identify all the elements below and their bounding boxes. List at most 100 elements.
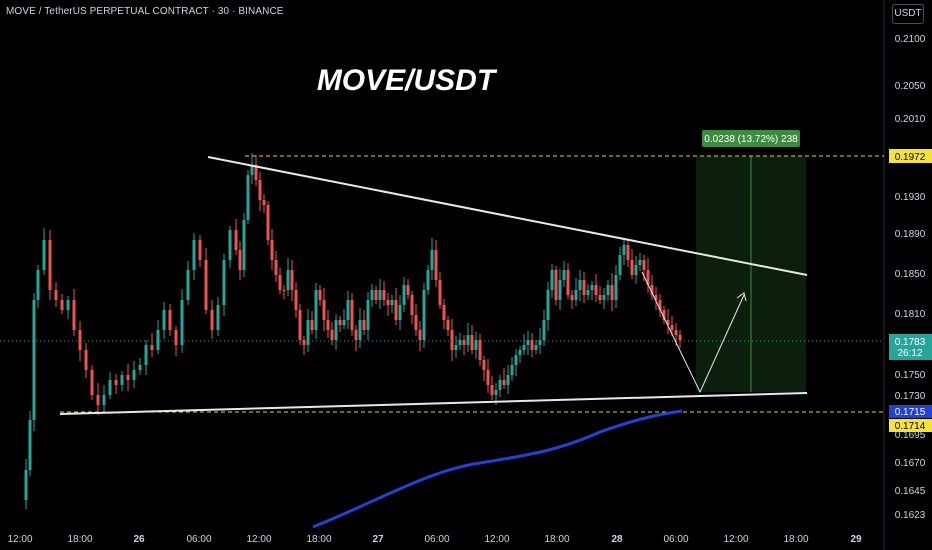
candle-body	[446, 320, 450, 330]
price-tick-label: 0.1890	[895, 229, 926, 240]
upper-trendline	[207, 156, 808, 276]
price-tick-label: 0.1930	[895, 192, 926, 203]
candle-body	[566, 270, 570, 295]
candle-body	[486, 370, 490, 385]
candle-body	[574, 290, 578, 300]
candle-body	[502, 380, 506, 385]
candle-body	[72, 300, 76, 330]
candle-body	[394, 300, 398, 320]
candle-body	[270, 240, 274, 260]
price-tick-label: 0.2100	[895, 34, 926, 45]
time-tick-label: 27	[372, 534, 384, 545]
candle-body	[458, 340, 462, 345]
candle-body	[54, 290, 58, 300]
candle-body	[674, 330, 678, 335]
candle-body	[642, 260, 646, 270]
time-tick-label: 06:00	[186, 534, 211, 545]
candle-body	[36, 270, 40, 300]
candle-body	[234, 230, 238, 250]
candle-body	[28, 420, 32, 470]
candle-body	[138, 365, 142, 370]
candle-body	[238, 250, 242, 270]
candle-body	[442, 305, 446, 320]
candle-body	[478, 340, 482, 360]
candle-body	[108, 380, 112, 395]
candle-body	[414, 315, 418, 330]
candle-body	[318, 290, 322, 300]
candle-body	[578, 280, 582, 290]
candle-body	[610, 285, 614, 300]
candle-body	[306, 320, 310, 345]
candle-body	[216, 305, 220, 330]
candle-body	[150, 345, 154, 350]
candle-body	[66, 300, 70, 310]
candle-body	[246, 175, 250, 220]
candle-body	[282, 290, 286, 291]
target-price-tag: 0.1972	[895, 152, 926, 163]
price-tick-label: 0.1730	[895, 391, 926, 402]
candle-body	[450, 330, 454, 350]
candle-body	[90, 370, 94, 395]
candle-body	[174, 330, 178, 345]
candle-body	[650, 285, 654, 295]
candle-body	[622, 245, 626, 255]
candle-body	[530, 340, 534, 350]
candle-body	[550, 270, 554, 290]
time-tick-label: 26	[133, 534, 145, 545]
candle-body	[60, 300, 64, 310]
candle-body	[590, 285, 594, 290]
candle-body	[254, 165, 258, 180]
candle-body	[298, 310, 302, 340]
candle-body	[338, 320, 342, 325]
candle-body	[210, 310, 214, 330]
time-tick-label: 06:00	[424, 534, 449, 545]
candles	[24, 153, 682, 509]
time-tick-label: 12:00	[246, 534, 271, 545]
candle-body	[474, 340, 478, 350]
candle-body	[346, 300, 350, 320]
time-tick-label: 28	[611, 534, 623, 545]
time-axis[interactable]: 12:00 18:00 26 06:00 12:00 18:00 27 06:00 12:00 1…	[7, 534, 862, 545]
price-tick-label: 0.1750	[895, 370, 926, 381]
candle-body	[534, 345, 538, 350]
candle-body	[156, 330, 160, 350]
currency-button[interactable]: USDT	[892, 4, 924, 24]
candle-body	[78, 330, 82, 350]
candle-body	[322, 300, 326, 320]
time-tick-label: 29	[850, 534, 862, 545]
candle-body	[258, 180, 262, 200]
candle-body	[658, 300, 662, 310]
candle-body	[294, 290, 298, 310]
candle-body	[42, 240, 46, 270]
ma-price-tag: 0.1715	[895, 407, 926, 418]
candle-body	[314, 290, 318, 330]
candle-body	[598, 295, 602, 300]
candle-body	[626, 245, 630, 260]
candle-body	[494, 390, 498, 395]
candle-body	[594, 285, 598, 295]
candle-body	[358, 320, 362, 340]
candle-body	[274, 260, 278, 275]
candle-body	[114, 380, 118, 385]
price-axis[interactable]: 0.2100 0.2050 0.2010 0.1930 0.1890 0.1850 0.18…	[895, 34, 926, 521]
price-tick-label: 0.1645	[895, 486, 926, 497]
candle-body	[462, 340, 466, 345]
candle-body	[32, 300, 36, 420]
candle-body	[470, 335, 474, 350]
time-tick-label: 18:00	[783, 534, 808, 545]
candle-body	[132, 370, 136, 380]
candle-body	[654, 295, 658, 300]
projection-path	[641, 271, 745, 394]
candle-body	[180, 300, 184, 345]
candle-body	[204, 260, 208, 310]
time-tick-label: 18:00	[544, 534, 569, 545]
candle-body	[192, 240, 196, 270]
candle-body	[526, 340, 530, 345]
candle-body	[662, 310, 666, 320]
price-tick-label: 0.1810	[895, 309, 926, 320]
candle-body	[186, 270, 190, 300]
candle-body	[570, 295, 574, 300]
candle-body	[418, 330, 422, 340]
candle-body	[538, 340, 542, 345]
